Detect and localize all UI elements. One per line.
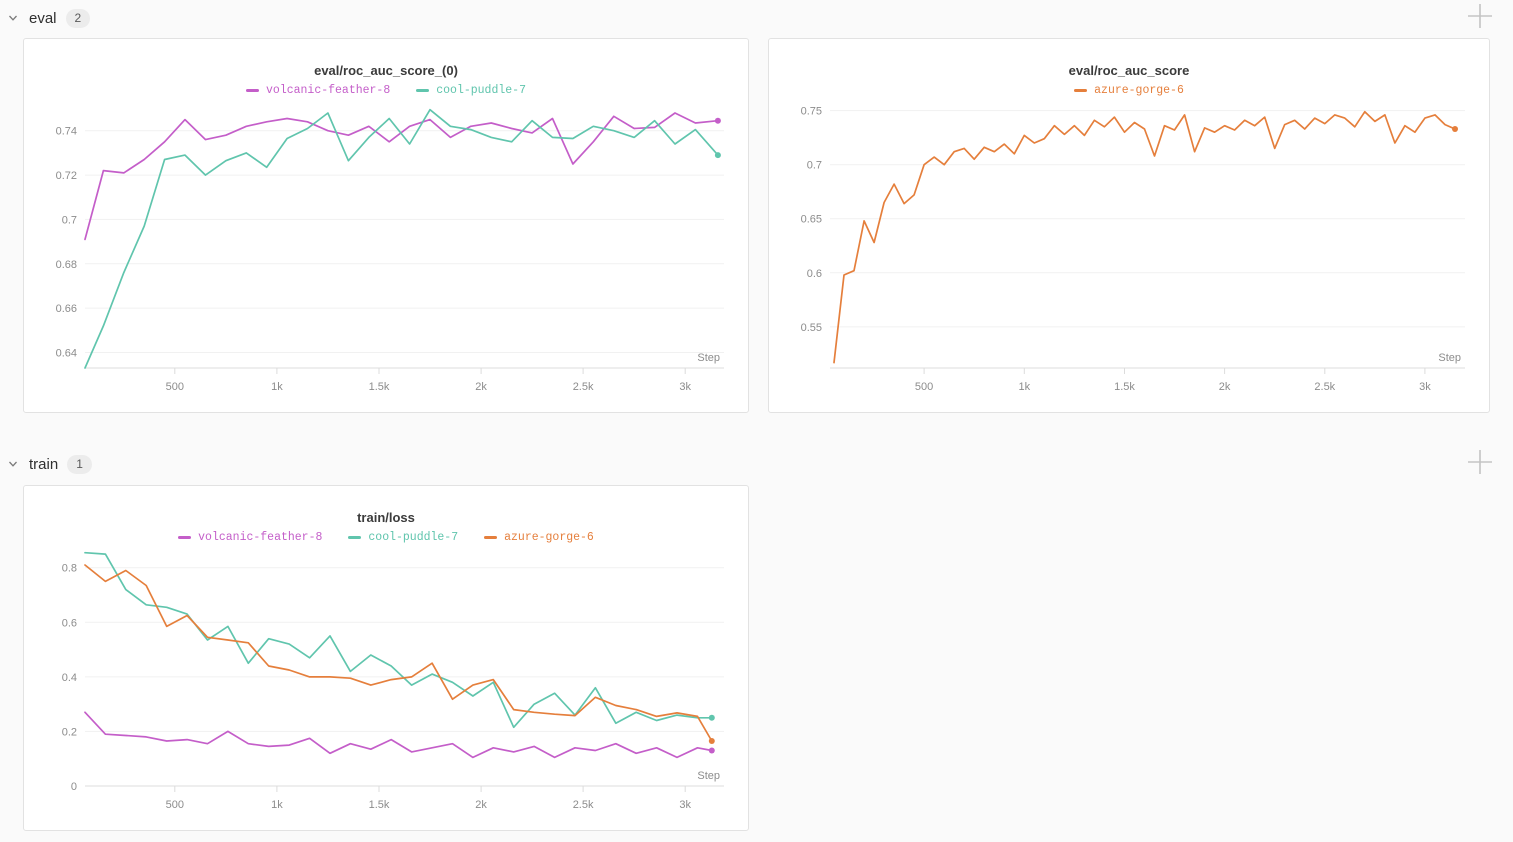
svg-text:0.7: 0.7 <box>807 160 822 172</box>
panel-count-badge: 1 <box>67 454 92 474</box>
svg-text:500: 500 <box>166 799 184 811</box>
svg-text:1.5k: 1.5k <box>1114 381 1135 393</box>
svg-text:0.8: 0.8 <box>62 563 77 575</box>
line-chart[interactable]: 0 0.2 0.4 0.6 0.8 500 1k 1.5k 2k 2.5k 3k Step <box>34 544 738 826</box>
svg-text:Step: Step <box>697 352 720 364</box>
line-chart[interactable]: 0.64 0.66 0.68 0.7 0.72 0.74 500 1k 1.5k 2k 2.5k 3k… <box>34 97 738 408</box>
svg-text:2k: 2k <box>475 799 487 811</box>
legend-item: cool-puddle-7 <box>348 531 458 544</box>
chart-title: eval/roc_auc_score_(0) <box>314 63 458 78</box>
chevron-down-icon[interactable] <box>6 457 20 471</box>
svg-text:0.66: 0.66 <box>56 303 77 315</box>
svg-text:0.55: 0.55 <box>801 322 822 334</box>
chart-legend: volcanic-feather-8 cool-puddle-7 <box>34 84 738 97</box>
svg-text:1k: 1k <box>1018 381 1030 393</box>
svg-text:1.5k: 1.5k <box>369 381 390 393</box>
chart-legend: azure-gorge-6 <box>779 84 1479 97</box>
svg-text:500: 500 <box>166 381 184 393</box>
svg-text:0.6: 0.6 <box>807 268 822 280</box>
plus-icon <box>1468 450 1492 474</box>
panel-count-badge: 2 <box>65 8 91 28</box>
section-header-eval: eval 2 <box>6 5 91 31</box>
section-title[interactable]: train <box>29 455 59 473</box>
svg-text:3k: 3k <box>1419 381 1431 393</box>
legend-run-name: cool-puddle-7 <box>436 84 526 97</box>
section-header-train: train 1 <box>6 451 92 477</box>
svg-text:0: 0 <box>71 781 77 793</box>
svg-text:2k: 2k <box>1219 381 1231 393</box>
legend-run-name: azure-gorge-6 <box>1094 84 1184 97</box>
legend-run-name: volcanic-feather-8 <box>198 531 323 544</box>
legend-swatch <box>348 536 362 539</box>
svg-text:0.75: 0.75 <box>801 106 822 118</box>
svg-text:2.5k: 2.5k <box>1314 381 1335 393</box>
chart-panel-roc-auc-score[interactable]: eval/roc_auc_score azure-gorge-6 0.55 0.6… <box>768 38 1490 413</box>
legend-item: azure-gorge-6 <box>484 531 594 544</box>
svg-text:1.5k: 1.5k <box>369 799 390 811</box>
add-panel-button[interactable] <box>1466 2 1494 30</box>
legend-swatch <box>178 536 192 539</box>
chart-title: eval/roc_auc_score <box>1068 63 1190 78</box>
svg-text:0.64: 0.64 <box>56 348 77 360</box>
legend-run-name: azure-gorge-6 <box>504 531 594 544</box>
svg-text:2.5k: 2.5k <box>573 381 594 393</box>
legend-swatch <box>416 89 430 92</box>
svg-text:500: 500 <box>915 381 933 393</box>
svg-text:1k: 1k <box>271 799 283 811</box>
chart-panel-roc-auc-score-0[interactable]: eval/roc_auc_score_(0) volcanic-feather-… <box>23 38 749 413</box>
legend-swatch <box>246 89 260 92</box>
legend-swatch <box>484 536 498 539</box>
legend-item: cool-puddle-7 <box>416 84 526 97</box>
plus-icon <box>1468 4 1492 28</box>
svg-text:Step: Step <box>697 770 720 782</box>
svg-text:3k: 3k <box>679 381 691 393</box>
svg-text:0.74: 0.74 <box>56 126 77 138</box>
chart-panel-train-loss[interactable]: train/loss volcanic-feather-8 cool-puddle… <box>23 485 749 831</box>
svg-text:1k: 1k <box>271 381 283 393</box>
chevron-down-icon[interactable] <box>6 11 20 25</box>
legend-swatch <box>1074 89 1088 92</box>
svg-text:0.72: 0.72 <box>56 170 77 182</box>
svg-text:2k: 2k <box>475 381 487 393</box>
chart-title: train/loss <box>357 510 415 525</box>
add-panel-button[interactable] <box>1466 448 1494 476</box>
legend-item: volcanic-feather-8 <box>178 531 322 544</box>
svg-text:0.4: 0.4 <box>62 672 77 684</box>
svg-text:0.65: 0.65 <box>801 214 822 226</box>
svg-text:Step: Step <box>1438 352 1461 364</box>
line-chart[interactable]: 0.55 0.6 0.65 0.7 0.75 500 1k 1.5k 2k 2.5k 3k Step <box>779 97 1479 408</box>
section-title[interactable]: eval <box>29 9 57 27</box>
svg-text:2.5k: 2.5k <box>573 799 594 811</box>
chart-legend: volcanic-feather-8 cool-puddle-7 azure-gor… <box>34 531 738 544</box>
svg-text:0.2: 0.2 <box>62 726 77 738</box>
legend-run-name: volcanic-feather-8 <box>266 84 391 97</box>
legend-run-name: cool-puddle-7 <box>368 531 459 544</box>
legend-item: volcanic-feather-8 <box>246 84 390 97</box>
svg-text:0.7: 0.7 <box>62 214 77 226</box>
svg-text:3k: 3k <box>679 799 691 811</box>
legend-item: azure-gorge-6 <box>1074 84 1184 97</box>
svg-text:0.6: 0.6 <box>62 617 77 629</box>
svg-text:0.68: 0.68 <box>56 259 77 271</box>
